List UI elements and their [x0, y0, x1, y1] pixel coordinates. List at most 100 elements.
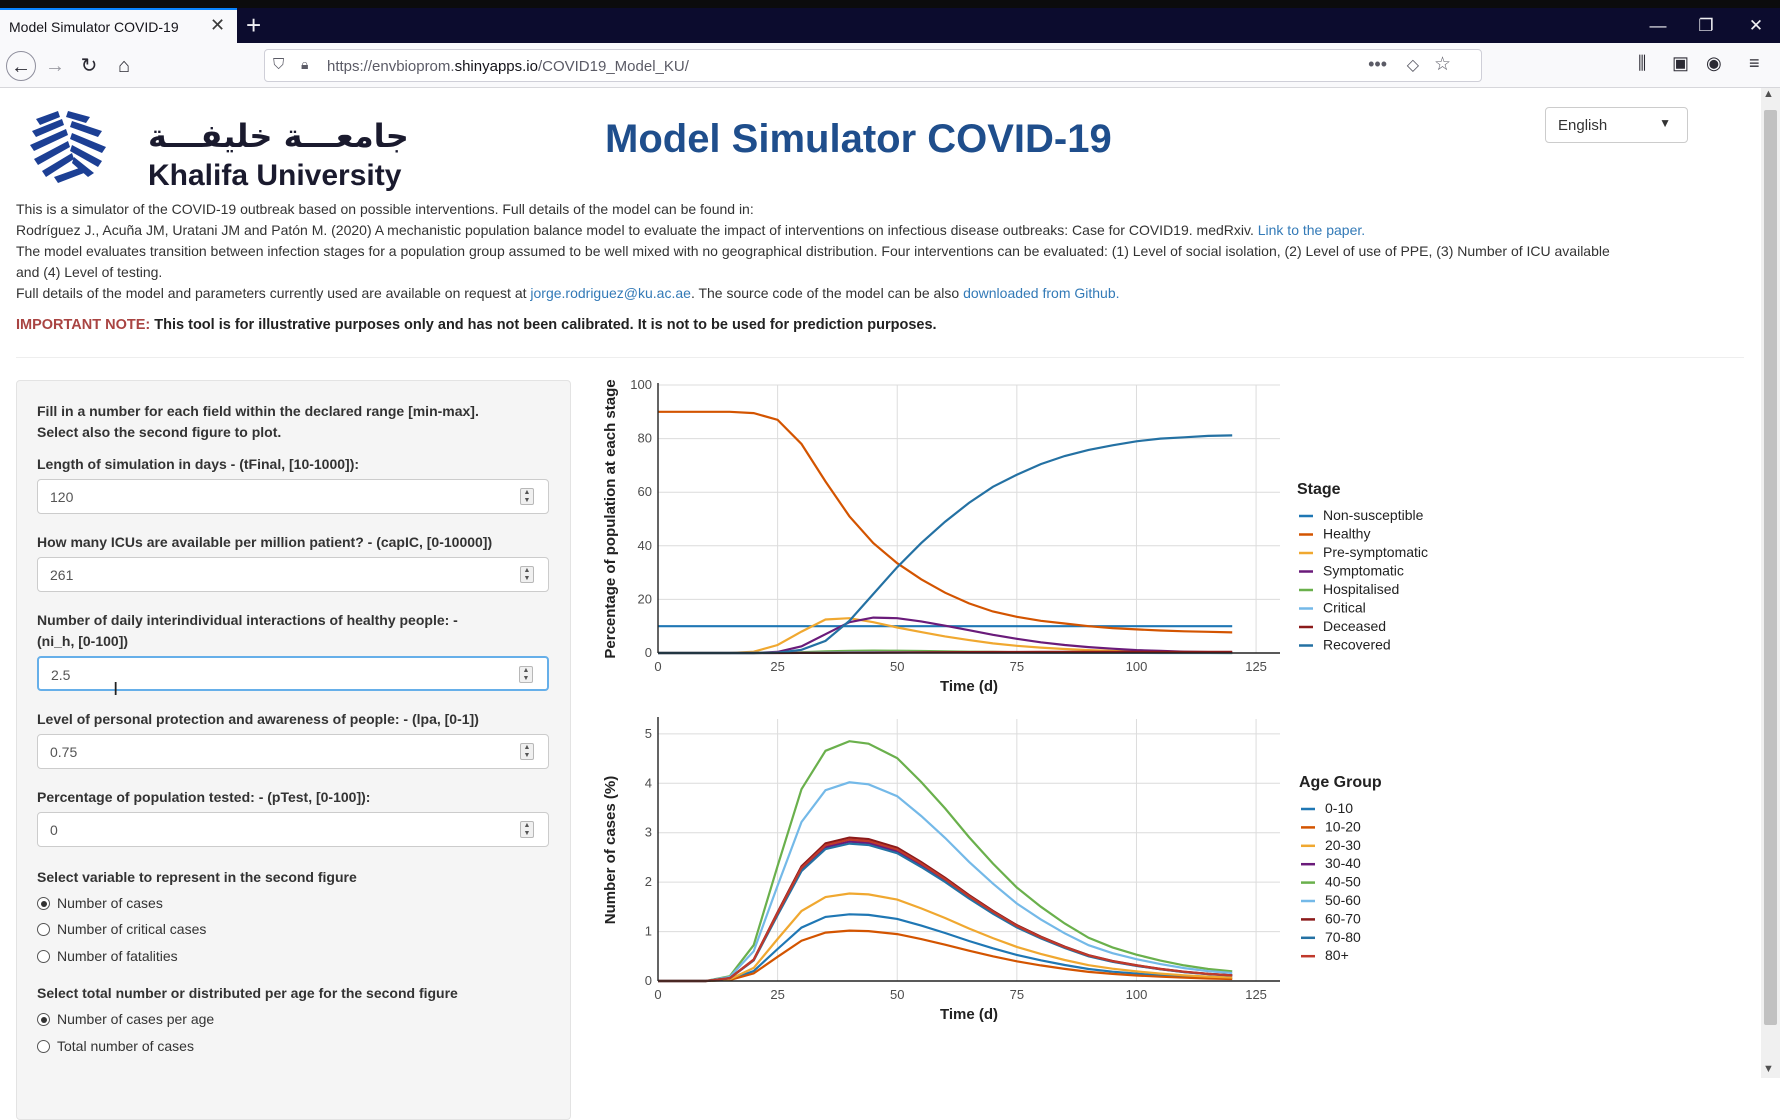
ptest-value: 0: [50, 822, 58, 838]
radio-button-icon[interactable]: [37, 1040, 50, 1053]
series-line-10-20: [658, 929, 1233, 983]
pocket-icon[interactable]: ◇: [1406, 57, 1419, 74]
x-tick-label: 100: [1126, 987, 1148, 1002]
radio-button-icon[interactable]: [37, 950, 50, 963]
page-content: جامعـــة خليفـــة Khalifa University Mod…: [0, 89, 1760, 1120]
legend-item-label: Non-susceptible: [1323, 507, 1424, 523]
legend-item-label: 80+: [1325, 947, 1349, 963]
forward-icon[interactable]: →: [45, 55, 65, 77]
important-note-label: IMPORTANT NOTE:: [16, 317, 151, 333]
divider: [16, 357, 1744, 358]
page-actions-icon[interactable]: •••: [1368, 54, 1387, 74]
capic-input[interactable]: 261 ▲ ▼: [37, 557, 549, 592]
spinner-icon[interactable]: ▲ ▼: [520, 743, 534, 760]
account-icon[interactable]: ◉: [1706, 53, 1722, 73]
bookmark-star-icon[interactable]: ☆: [1433, 54, 1451, 75]
x-tick-label: 0: [654, 987, 661, 1002]
spinner-icon[interactable]: ▲ ▼: [520, 566, 534, 583]
home-icon[interactable]: ⌂: [117, 55, 131, 77]
logo-english-text: Khalifa University: [148, 159, 402, 192]
legend-item-label: Recovered: [1323, 637, 1391, 653]
y-tick-label: 1: [645, 924, 652, 939]
legend-item-label: Critical: [1323, 600, 1366, 616]
important-note-text: This tool is for illustrative purposes o…: [150, 317, 937, 333]
close-window-icon[interactable]: ✕: [1748, 16, 1764, 35]
logo-arabic-text: جامعـــة خليفـــة: [148, 117, 409, 155]
library-icon[interactable]: ⫼: [1638, 53, 1647, 73]
language-selected-value: English: [1558, 117, 1608, 134]
age-group-chart: 0 25 50 75 100 125 0 1 2 3 4 5 Time (d) Number of cas…: [602, 717, 1382, 1023]
lpa-input[interactable]: 0.75 ▲ ▼: [37, 734, 549, 769]
radio-cases-per-age[interactable]: Number of cases per age: [37, 1011, 214, 1027]
spinner-icon[interactable]: ▲ ▼: [520, 821, 534, 838]
tfinal-label: Length of simulation in days - (tFinal, …: [37, 456, 360, 472]
restore-icon[interactable]: ❐: [1698, 16, 1714, 35]
series-line-40-50: [658, 740, 1233, 983]
nih-value: 2.5: [51, 667, 71, 683]
close-tab-icon[interactable]: ✕: [210, 15, 226, 35]
scroll-down-icon[interactable]: ▼: [1763, 1063, 1774, 1075]
x-tick-label: 125: [1245, 987, 1267, 1002]
new-tab-icon[interactable]: +: [246, 10, 262, 40]
back-icon[interactable]: ←: [6, 51, 36, 81]
url-bar[interactable]: ⛉ 🔒︎ https://envbioprom.shinyapps.io/COV…: [264, 49, 1482, 82]
legend-item-label: Hospitalised: [1323, 581, 1399, 597]
url-text[interactable]: https://envbioprom.shinyapps.io/COVID19_…: [327, 58, 689, 75]
tfinal-input[interactable]: 120 ▲ ▼: [37, 479, 549, 514]
y-tick-label: 0: [645, 645, 652, 660]
radio-button-icon[interactable]: [37, 897, 50, 910]
radio-button-icon[interactable]: [37, 1013, 50, 1026]
scrollbar-thumb[interactable]: [1764, 110, 1777, 1025]
stage-chart: 0 25 50 75 100 125 0 20 40 60 80 100 Time (d) Percent…: [602, 377, 1428, 695]
spinner-icon[interactable]: ▲ ▼: [520, 488, 534, 505]
email-link[interactable]: jorge.rodriguez@ku.ac.ae: [530, 285, 691, 301]
radio-number-of-fatalities[interactable]: Number of fatalities: [37, 948, 178, 964]
intro-line-2: Rodríguez J., Acuña JM, Uratani JM and P…: [16, 222, 1365, 238]
scroll-up-icon[interactable]: ▲: [1763, 88, 1774, 100]
x-tick-label: 25: [770, 659, 784, 674]
radio-number-of-cases[interactable]: Number of cases: [37, 895, 163, 911]
lock-icon[interactable]: 🔒︎: [301, 56, 309, 72]
minimize-icon[interactable]: —: [1649, 16, 1667, 35]
ptest-input[interactable]: 0 ▲ ▼: [37, 812, 549, 847]
radio-number-of-critical-cases[interactable]: Number of critical cases: [37, 921, 206, 937]
y-tick-label: 3: [645, 825, 652, 840]
citation-text: Rodríguez J., Acuña JM, Uratani JM and P…: [16, 222, 1258, 238]
y-tick-label: 80: [638, 431, 652, 446]
intro-line-3: The model evaluates transition between i…: [16, 243, 1610, 259]
series-line-healthy: [658, 410, 1233, 634]
spinner-icon[interactable]: ▲ ▼: [519, 666, 533, 683]
browser-tab[interactable]: Model Simulator COVID-19 ✕: [0, 8, 237, 43]
x-tick-label: 0: [654, 659, 661, 674]
radio-total-cases[interactable]: Total number of cases: [37, 1038, 194, 1054]
series-line-50-60: [658, 781, 1233, 983]
nih-label-line-2: (ni_h, [0-100]): [37, 633, 129, 649]
tracking-shield-icon[interactable]: ⛉: [273, 56, 285, 73]
series-line-80-: [658, 838, 1233, 983]
github-link[interactable]: downloaded from Github.: [963, 285, 1120, 301]
y-tick-label: 60: [638, 484, 652, 499]
paper-link[interactable]: Link to the paper.: [1257, 222, 1366, 238]
x-tick-label: 100: [1126, 659, 1148, 674]
sidebar-toggle-icon[interactable]: ▣: [1672, 53, 1690, 73]
important-note: IMPORTANT NOTE: This tool is for illustr…: [16, 317, 937, 333]
legend-item-label: 60-70: [1325, 910, 1361, 926]
y-axis-title: Number of cases (%): [602, 776, 619, 924]
nih-input[interactable]: 2.5 ▲ ▼: [37, 656, 549, 691]
legend-item-label: 40-50: [1325, 874, 1361, 890]
x-tick-label: 25: [770, 987, 784, 1002]
input-sidebar-panel: Fill in a number for each field within t…: [16, 380, 571, 1120]
reload-icon[interactable]: ↻: [80, 55, 98, 77]
nih-label-line-1: Number of daily interindividual interact…: [37, 612, 458, 628]
radio-button-icon[interactable]: [37, 923, 50, 936]
legend-item-label: Deceased: [1323, 618, 1386, 634]
series-line-0-10: [658, 913, 1233, 983]
x-axis-title: Time (d): [940, 678, 998, 695]
x-tick-label: 50: [890, 987, 904, 1002]
intro-line-4: and (4) Level of testing.: [16, 264, 163, 280]
ptest-label: Percentage of population tested: - (pTes…: [37, 789, 371, 805]
language-select[interactable]: English ▼: [1545, 107, 1688, 143]
legend-item-label: 70-80: [1325, 929, 1361, 945]
menu-icon[interactable]: ≡: [1749, 53, 1760, 73]
x-tick-label: 75: [1010, 987, 1024, 1002]
